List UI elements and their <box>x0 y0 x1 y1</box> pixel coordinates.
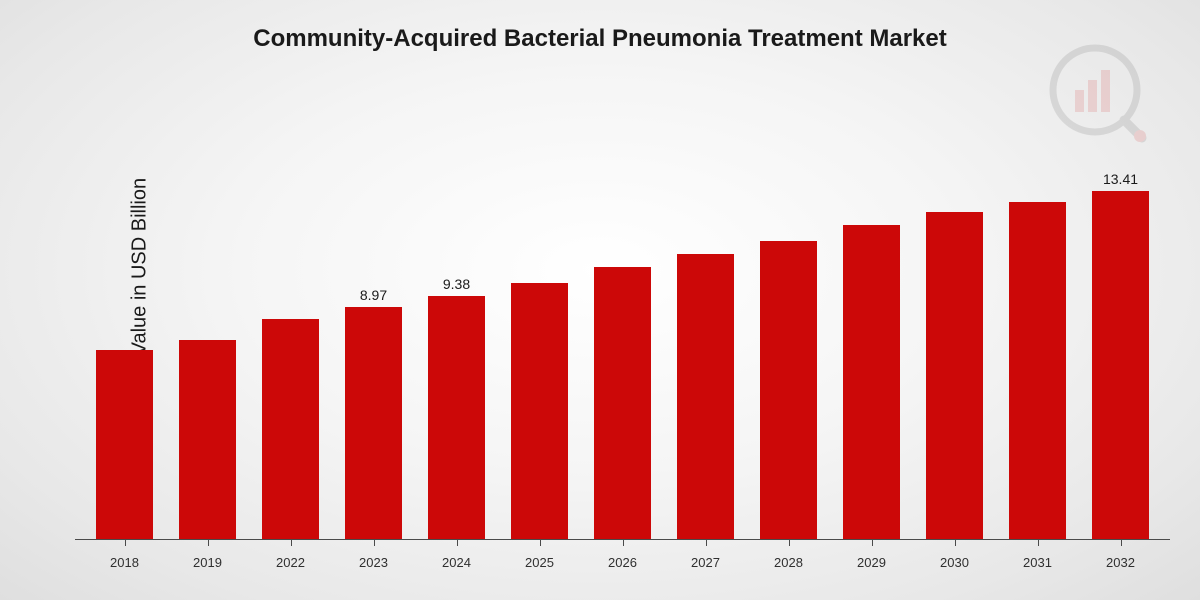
bar-slot <box>747 150 830 540</box>
bar-slot <box>249 150 332 540</box>
bar-slot: 8.97 <box>332 150 415 540</box>
bars-container: 8.97 9.38 13.41 <box>75 150 1170 540</box>
bar-slot: 9.38 <box>415 150 498 540</box>
bar-value-label: 8.97 <box>360 287 387 303</box>
tick-mark <box>457 540 458 546</box>
bar: 9.38 <box>428 296 484 540</box>
x-tick-label: 2029 <box>830 555 913 570</box>
x-tick-label: 2019 <box>166 555 249 570</box>
x-tick-label: 2030 <box>913 555 996 570</box>
bar-slot <box>913 150 996 540</box>
x-tick-label: 2028 <box>747 555 830 570</box>
bar <box>96 350 152 540</box>
tick-mark <box>955 540 956 546</box>
tick-mark <box>623 540 624 546</box>
x-axis-baseline <box>75 539 1170 540</box>
bar-slot <box>664 150 747 540</box>
x-tick-label: 2023 <box>332 555 415 570</box>
bar-slot <box>83 150 166 540</box>
x-tick-label: 2018 <box>83 555 166 570</box>
bar <box>760 241 816 540</box>
x-axis-ticks: 2018201920222023202420252026202720282029… <box>75 555 1170 570</box>
tick-mark <box>1038 540 1039 546</box>
watermark-logo <box>1040 40 1150 155</box>
bar-slot <box>498 150 581 540</box>
bar <box>262 319 318 540</box>
tick-mark <box>374 540 375 546</box>
x-tick-label: 2027 <box>664 555 747 570</box>
bar: 13.41 <box>1092 191 1148 540</box>
tick-mark <box>125 540 126 546</box>
tick-mark <box>291 540 292 546</box>
bar <box>926 212 982 540</box>
x-tick-label: 2026 <box>581 555 664 570</box>
x-tick-label: 2031 <box>996 555 1079 570</box>
bar <box>511 283 567 540</box>
x-tick-label: 2022 <box>249 555 332 570</box>
plot-area: 8.97 9.38 13.41 <box>75 150 1170 540</box>
tick-mark <box>872 540 873 546</box>
x-tick-label: 2032 <box>1079 555 1162 570</box>
x-tick-label: 2024 <box>415 555 498 570</box>
bar: 8.97 <box>345 307 401 540</box>
tick-mark <box>789 540 790 546</box>
bar <box>594 267 650 540</box>
x-tick-label: 2025 <box>498 555 581 570</box>
bar-slot <box>996 150 1079 540</box>
tick-mark <box>540 540 541 546</box>
bar <box>1009 202 1065 540</box>
chart-title: Community-Acquired Bacterial Pneumonia T… <box>0 25 1200 53</box>
bar-slot <box>830 150 913 540</box>
bar-slot <box>166 150 249 540</box>
bar-slot <box>581 150 664 540</box>
bar-value-label: 13.41 <box>1103 171 1138 187</box>
tick-mark <box>1121 540 1122 546</box>
bar <box>677 254 733 540</box>
bar <box>179 340 235 540</box>
bar-slot: 13.41 <box>1079 150 1162 540</box>
bar <box>843 225 899 540</box>
bar-value-label: 9.38 <box>443 276 470 292</box>
tick-mark <box>208 540 209 546</box>
tick-mark <box>706 540 707 546</box>
